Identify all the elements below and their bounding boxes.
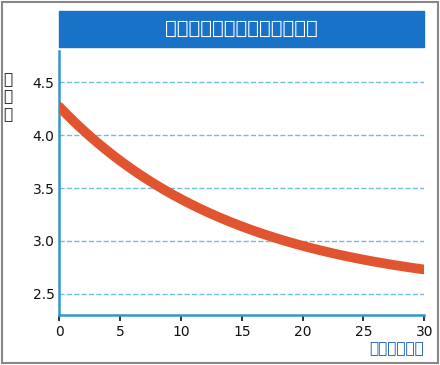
X-axis label: 結婚後経過年: 結婚後経過年 <box>370 341 424 356</box>
Text: 妻の結婚後の夫婦関係満足度: 妻の結婚後の夫婦関係満足度 <box>165 19 318 38</box>
Y-axis label: 満
足
度: 満 足 度 <box>4 72 13 122</box>
